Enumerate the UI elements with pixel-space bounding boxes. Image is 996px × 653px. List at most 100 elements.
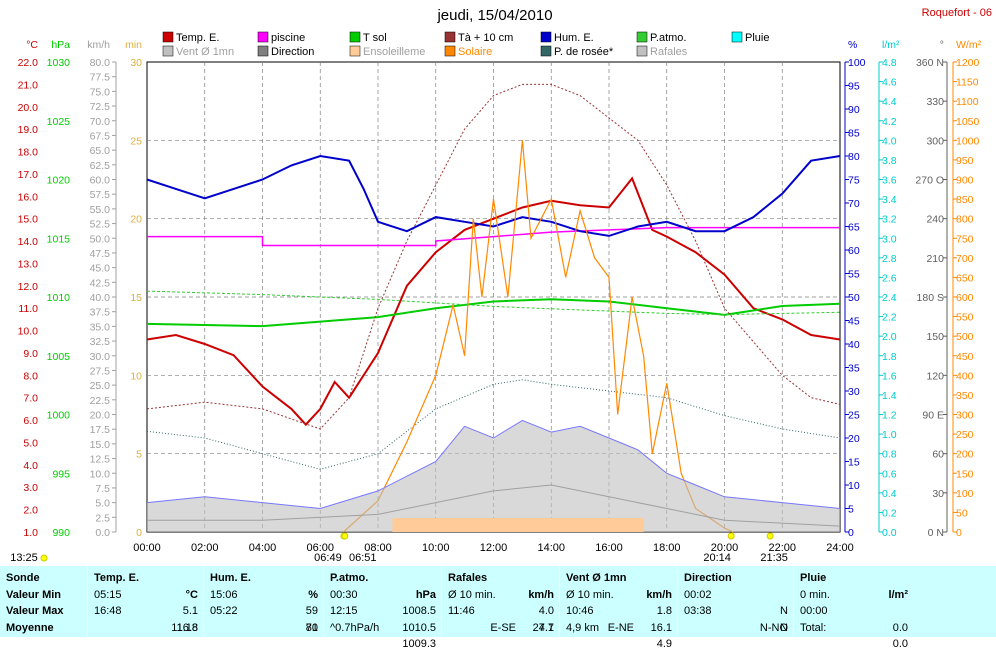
summary-cell-time: 0 min. bbox=[800, 588, 830, 601]
tick-label-solar_wm2: 400 bbox=[956, 370, 974, 382]
summary-cell-time: 12:15 bbox=[330, 605, 358, 617]
tick-label-solar_wm2: 1100 bbox=[956, 96, 979, 108]
tick-label-solar_wm2: 550 bbox=[956, 312, 974, 324]
tick-label-temp_c: 15.0 bbox=[18, 214, 39, 226]
tick-label-wind_kmh: 67.5 bbox=[90, 130, 111, 142]
summary-separator bbox=[793, 566, 794, 637]
tick-label-wind_kmh: 45.0 bbox=[90, 263, 111, 275]
tick-label-wind_kmh: 30.0 bbox=[90, 351, 111, 363]
tick-label-wind_kmh: 47.5 bbox=[90, 248, 111, 260]
tick-label-direction_deg: 270 O bbox=[915, 175, 944, 187]
tick-label-temp_c: 9.0 bbox=[23, 348, 38, 360]
summary-cell-value: 0.0 bbox=[892, 638, 908, 650]
tick-label-wind_kmh: 22.5 bbox=[90, 395, 111, 407]
legend-label: T sol bbox=[363, 32, 387, 44]
tick-label-solar_wm2: 950 bbox=[956, 155, 974, 167]
tick-label-direction_deg: 180 S bbox=[917, 292, 944, 304]
legend-swatch bbox=[444, 31, 456, 43]
tick-label-temp_c: 4.0 bbox=[23, 460, 38, 472]
summary-cell-value: 5.1 bbox=[182, 605, 198, 617]
tick-label-humidity_pct: 0 bbox=[848, 527, 854, 539]
summary-separator bbox=[441, 566, 442, 637]
tick-label-rain_lm2: 3.8 bbox=[882, 155, 897, 167]
tick-label-pressure_hpa: 1010 bbox=[47, 292, 71, 304]
tick-label-wind_kmh: 27.5 bbox=[90, 365, 111, 377]
summary-separator bbox=[677, 566, 678, 637]
tick-label-solar_wm2: 1050 bbox=[956, 116, 980, 128]
tick-label-wind_kmh: 0.0 bbox=[95, 527, 110, 539]
tick-label-rain_lm2: 1.6 bbox=[882, 370, 897, 382]
tick-label-humidity_pct: 5 bbox=[848, 504, 854, 516]
x-tick-label: 08:00 bbox=[364, 542, 392, 554]
summary-cell-row: 0 min. bbox=[800, 587, 908, 604]
summary-cell-time: 11:46 bbox=[448, 605, 475, 617]
tick-label-humidity_pct: 85 bbox=[848, 128, 860, 140]
tick-label-rain_lm2: 3.2 bbox=[882, 214, 897, 226]
axis-unit-solar_wm2: W/m² bbox=[956, 39, 982, 51]
tick-label-wind_kmh: 2.5 bbox=[95, 512, 110, 524]
tick-label-solar_wm2: 1200 bbox=[956, 57, 980, 69]
summary-col-1: Hum. E.% 15:06 59 05:22 80 71 bbox=[210, 570, 318, 636]
tick-label-rain_lm2: 4.2 bbox=[882, 116, 897, 128]
tick-label-minutes: 25 bbox=[130, 135, 142, 147]
legend-swatch bbox=[636, 45, 648, 57]
tick-label-rain_lm2: 3.6 bbox=[882, 175, 897, 187]
tick-label-pressure_hpa: 1000 bbox=[47, 410, 71, 422]
tick-label-direction_deg: 360 N bbox=[916, 57, 944, 69]
summary-separator bbox=[323, 566, 324, 637]
tick-label-wind_kmh: 57.5 bbox=[90, 189, 111, 201]
tick-label-rain_lm2: 4.8 bbox=[882, 57, 897, 69]
tick-label-direction_deg: 240 bbox=[926, 214, 944, 226]
summary-col-title: Vent Ø 1mn bbox=[566, 572, 627, 584]
x-tick-label: 06:00 bbox=[306, 542, 334, 554]
tick-label-wind_kmh: 7.5 bbox=[95, 483, 110, 495]
tick-label-minutes: 30 bbox=[130, 57, 142, 69]
sunrise-ticked: 06:51 bbox=[349, 552, 377, 564]
summary-cell-time: 16:48 bbox=[94, 605, 122, 617]
legend-swatch bbox=[162, 31, 174, 43]
summary-cell-row: 00:30 1008.5 bbox=[330, 587, 436, 618]
summary-cell-value: 1.8 bbox=[656, 605, 672, 617]
summary-cell-value: 11.18 bbox=[171, 621, 198, 634]
tick-label-minutes: 10 bbox=[130, 370, 142, 382]
summary-row-label: Sonde bbox=[6, 572, 40, 584]
legend-label: Pluie bbox=[745, 32, 769, 44]
tick-label-rain_lm2: 1.0 bbox=[882, 429, 897, 441]
axis-unit-humidity_pct: % bbox=[848, 39, 857, 51]
summary-col-4: Vent Ø 1mn km/h Ø 10 min. 1.8 10:46 E-NE 16.1 4… bbox=[566, 570, 672, 650]
tick-label-humidity_pct: 20 bbox=[848, 433, 860, 445]
axis-unit-temp_c: °C bbox=[26, 39, 38, 51]
legend-label: Tà + 10 cm bbox=[458, 32, 513, 44]
x-tick-label: 18:00 bbox=[653, 542, 681, 554]
tick-label-solar_wm2: 250 bbox=[956, 429, 974, 441]
tick-label-solar_wm2: 0 bbox=[956, 527, 962, 539]
tick-label-humidity_pct: 45 bbox=[848, 316, 860, 328]
summary-cell-value: 16.8 bbox=[176, 621, 198, 634]
tick-label-rain_lm2: 0.8 bbox=[882, 449, 897, 461]
summary-cell-time: ^0.7hPa/h bbox=[330, 621, 380, 634]
tick-label-wind_kmh: 35.0 bbox=[90, 321, 111, 333]
summary-cell-time: Total: bbox=[800, 621, 827, 634]
tick-label-solar_wm2: 200 bbox=[956, 449, 974, 461]
summary-col-title: Rafales bbox=[448, 572, 488, 584]
tick-label-wind_kmh: 65.0 bbox=[90, 145, 111, 157]
series-rafales bbox=[146, 419, 841, 510]
tick-label-wind_kmh: 60.0 bbox=[90, 175, 111, 187]
tick-label-temp_c: 13.0 bbox=[18, 258, 39, 270]
tick-label-humidity_pct: 50 bbox=[848, 292, 860, 304]
summary-col-6: Pluie l/m² 0 min. 00:00 0.0 Total: 0.0 bbox=[800, 570, 908, 650]
tick-label-rain_lm2: 3.4 bbox=[882, 194, 897, 206]
tick-label-wind_kmh: 70.0 bbox=[90, 116, 111, 128]
tick-label-humidity_pct: 70 bbox=[848, 198, 860, 210]
summary-col-title: Pluie bbox=[800, 572, 827, 584]
summary-cell-row: Ø 10 min. 1.8 bbox=[566, 587, 672, 618]
legend-swatch bbox=[731, 31, 743, 43]
tick-label-solar_wm2: 1000 bbox=[956, 135, 980, 147]
tick-label-minutes: 0 bbox=[136, 527, 142, 539]
summary-cell-row: N-NO bbox=[684, 620, 788, 637]
summary-col-3: Rafales km/h Ø 10 min. 4.0 11:46 E-SE 24.1 7.7 bbox=[448, 570, 554, 636]
tick-label-humidity_pct: 10 bbox=[848, 480, 860, 492]
tick-label-temp_c: 11.0 bbox=[18, 303, 38, 315]
summary-cell-row: 00:02 N bbox=[684, 587, 788, 618]
summary-col-header: Direction bbox=[684, 570, 788, 587]
